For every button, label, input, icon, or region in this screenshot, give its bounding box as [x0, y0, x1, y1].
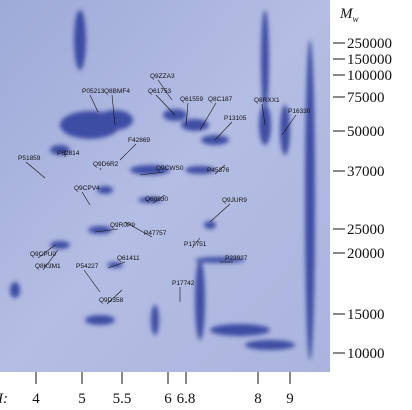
mw-tick-label: 150000	[347, 52, 392, 68]
spot-label: Q9R0P9	[110, 222, 135, 229]
leader-line	[152, 194, 166, 204]
leader-line	[209, 203, 231, 223]
pi-tick-label: 9	[286, 391, 294, 407]
leader-line	[99, 167, 102, 171]
mw-tick-label: 10000	[347, 346, 385, 362]
spot-label: P05213	[82, 88, 105, 95]
leader-line	[191, 237, 201, 249]
spot-label: P16330	[288, 108, 311, 115]
spot-label: Q9ZZA3	[150, 73, 175, 80]
leader-line	[37, 244, 56, 259]
leader-line	[42, 249, 59, 271]
leader-line	[155, 94, 176, 116]
leader-line	[199, 102, 217, 131]
leader-line	[214, 121, 233, 141]
spot-label: Q9D358	[99, 297, 124, 304]
spot-label: P47757	[144, 230, 167, 237]
spot-label: Q9CPV4	[74, 185, 100, 192]
leader-line	[281, 114, 297, 136]
mw-tick-label: 100000	[347, 68, 392, 84]
spot-label: Q8K3M1	[35, 263, 61, 270]
leader-line	[185, 102, 189, 126]
gel	[0, 0, 330, 372]
leader-line	[111, 94, 116, 126]
spot-label: P13105	[224, 115, 247, 122]
pi-tick-label: 5	[78, 391, 86, 407]
mw-tick-label: 25000	[347, 222, 385, 238]
leader-line	[139, 171, 165, 176]
pi-tick-label: 5.5	[113, 391, 132, 407]
leader-line	[94, 228, 119, 233]
mw-tick-label: 75000	[347, 90, 385, 106]
leader-line	[25, 161, 46, 179]
spot-label: P17751	[184, 241, 207, 248]
spot-label: Q61411	[117, 255, 140, 262]
mw-title: Mw	[339, 6, 359, 24]
spot-label: Q61559	[180, 96, 204, 103]
spot-label: Q9D6R2	[93, 161, 119, 168]
pi-tick-label: 6.8	[177, 391, 196, 407]
leader-line	[81, 191, 91, 206]
mw-tick-label: 15000	[347, 307, 385, 323]
pi-title: I:	[0, 391, 8, 407]
spot-label: P45376	[207, 167, 230, 174]
leader-line	[261, 103, 266, 126]
spot-label: Q9CWS0	[156, 165, 184, 172]
leader-line	[89, 94, 99, 113]
mw-tick-label: 37000	[347, 164, 385, 180]
leader-line	[107, 261, 126, 269]
spot-label: Q8RXX1	[254, 97, 280, 104]
gel-spots	[10, 10, 315, 360]
spot-label: P62814	[57, 150, 80, 157]
leader-line	[157, 79, 173, 101]
spot-label: Q9CPU0	[30, 251, 56, 258]
leader-line	[119, 143, 137, 161]
spot-label: Q9JUR9	[222, 197, 247, 204]
pi-tick-label: 4	[32, 391, 40, 407]
mw-tick-label: 50000	[347, 124, 385, 140]
pi-tick-label: 6	[164, 391, 172, 407]
spot-label: Q8C187	[208, 96, 233, 103]
spot-label: P51859	[18, 155, 41, 162]
spot-label: Q61753	[148, 88, 172, 95]
mw-tick-label: 20000	[347, 246, 385, 262]
leader-line	[214, 164, 226, 175]
mw-tick-label: 250000	[347, 36, 392, 52]
spot-label: P23927	[225, 255, 248, 262]
spot-label: Q60930	[145, 196, 169, 203]
spot-label: Q8BMF4	[104, 88, 130, 95]
pi-tick-label: 8	[254, 391, 262, 407]
spot-label: P54227	[76, 263, 99, 270]
leader-line	[106, 289, 123, 305]
spot-label: P17742	[172, 280, 195, 287]
leader-line	[124, 221, 153, 238]
leader-line	[83, 269, 101, 293]
spot-label: F42869	[128, 137, 150, 144]
